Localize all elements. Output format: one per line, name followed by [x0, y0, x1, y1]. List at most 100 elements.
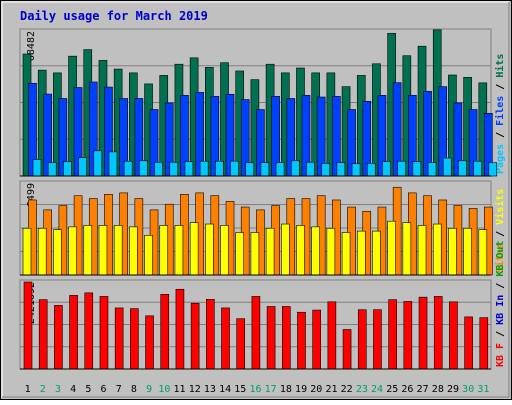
x-tick-label: 13: [204, 384, 216, 395]
bar-kb-f-22: [342, 329, 352, 370]
day-axis-labels: 1 2 3 4 5 6 7 8 9 10 11 12 13 14 15 16 17 18 19 20 21 22 23 24 2…: [25, 384, 490, 395]
legend-entry: Hits: [494, 54, 506, 78]
bar-pages-21: [336, 162, 346, 177]
bar-kb-f-26: [403, 301, 413, 370]
x-tick-label: 6: [101, 384, 107, 395]
bar-pages-15: [245, 162, 255, 177]
x-tick-label: 24: [371, 384, 383, 395]
x-tick-label: 28: [432, 384, 444, 395]
bar-pages-24: [382, 161, 391, 177]
y-max-label: 68482: [26, 31, 37, 61]
bar-kb-f-9: [145, 315, 154, 370]
bar-visits-26: [402, 222, 412, 276]
legend-separator: /: [495, 78, 506, 96]
bar-kb-f-23: [357, 309, 367, 370]
bar-kb-f-18: [281, 306, 291, 370]
bar-visits-14: [220, 225, 229, 276]
bar-visits-10: [159, 225, 169, 276]
x-tick-label: 12: [189, 384, 201, 395]
bar-visits-6: [98, 225, 108, 276]
legend-entry: KB F: [495, 343, 506, 367]
bar-pages-10: [169, 161, 179, 177]
bar-kb-f-13: [206, 299, 215, 370]
legend-entry: Pages: [495, 144, 506, 174]
bar-visits-29: [448, 227, 457, 276]
bar-kb-f-12: [190, 302, 200, 370]
bar-kb-f-29: [449, 301, 458, 370]
chart-title: Daily usage for March 2019: [20, 9, 208, 23]
bar-visits-28: [432, 223, 442, 276]
x-tick-label: 4: [70, 384, 76, 395]
bar-pages-16: [260, 162, 270, 177]
bar-kb-f-31: [479, 317, 489, 370]
legend-separator: /: [495, 325, 506, 343]
x-tick-label: 9: [146, 384, 152, 395]
legend-kb: KB F / KB In / KB Out: [495, 241, 506, 367]
legend-entry: KB In: [495, 295, 506, 325]
bar-kb-f-17: [266, 306, 276, 370]
bar-pages-12: [199, 160, 209, 177]
bar-pages-30: [473, 160, 482, 177]
x-tick-label: 3: [55, 384, 61, 395]
bar-visits-22: [341, 232, 351, 276]
bar-visits-4: [68, 226, 77, 276]
legend-entry: Files: [494, 96, 506, 126]
bar-kb-f-27: [418, 296, 428, 370]
bar-kb-f-30: [464, 316, 473, 370]
bar-pages-28: [442, 157, 452, 177]
panel-hits_files_pages: 68482 Pages / Files / Hits: [19, 28, 506, 177]
bar-visits-18: [280, 223, 290, 276]
x-tick-label: 1: [25, 384, 31, 395]
x-tick-label: 17: [265, 384, 277, 395]
bar-kb-f-21: [327, 301, 337, 370]
bar-visits-25: [387, 220, 396, 276]
series-visits: [22, 220, 488, 276]
x-tick-label: 23: [356, 384, 368, 395]
y-max-label: 6499: [26, 183, 37, 207]
bar-visits-3: [53, 229, 62, 276]
legend-separator: /: [495, 126, 506, 144]
series-files: [28, 81, 493, 177]
x-tick-label: 29: [447, 384, 459, 395]
bar-pages-7: [123, 160, 133, 177]
bar-kb-f-5: [84, 292, 94, 370]
bar-visits-21: [326, 227, 336, 276]
x-tick-label: 20: [310, 384, 322, 395]
bar-kb-f-16: [251, 296, 261, 370]
bar-pages-4: [78, 157, 87, 177]
bar-pages-5: [93, 150, 103, 177]
bar-kb-f-19: [297, 311, 306, 370]
bar-pages-2: [47, 162, 57, 177]
bar-kb-f-2: [38, 299, 48, 370]
legend-separator: /: [495, 277, 506, 295]
chart-panels: 68482 Pages / Files / Hits 6499 Sites / Vis…: [19, 28, 506, 370]
bar-pages-19: [306, 161, 315, 177]
x-tick-label: 5: [85, 384, 91, 395]
x-tick-label: 14: [219, 384, 231, 395]
bar-kb-f-7: [114, 307, 124, 370]
bar-visits-11: [174, 225, 184, 276]
bar-visits-17: [265, 227, 275, 276]
bar-visits-9: [144, 235, 153, 276]
x-tick-label: 21: [325, 384, 337, 395]
bar-pages-1: [32, 159, 42, 177]
bar-kb-f-8: [130, 308, 139, 370]
bar-pages-31: [488, 162, 498, 177]
legend-visits_sites: Sites / Visits: [494, 189, 506, 273]
legend-entry: Visits: [494, 189, 506, 225]
bar-pages-6: [108, 151, 118, 177]
bar-pages-25: [397, 160, 406, 177]
bar-visits-15: [235, 232, 245, 276]
bar-visits-12: [189, 222, 199, 276]
bar-pages-17: [275, 162, 285, 177]
bar-kb-f-10: [160, 293, 170, 370]
bar-kb-f-15: [236, 318, 246, 370]
bar-pages-26: [412, 161, 422, 177]
legend-entry: KB Out: [495, 241, 506, 277]
x-tick-label: 27: [417, 384, 429, 395]
bar-pages-29: [458, 160, 467, 177]
x-tick-label: 16: [249, 384, 261, 395]
bar-kb-f-3: [54, 305, 63, 370]
legend-separator: /: [495, 225, 506, 243]
